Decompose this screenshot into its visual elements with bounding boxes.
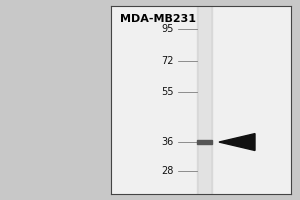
Text: 36: 36	[162, 137, 174, 147]
Text: 72: 72	[161, 56, 174, 66]
Text: 28: 28	[162, 166, 174, 176]
Polygon shape	[219, 134, 255, 151]
Bar	[197, 6, 212, 194]
Bar	[199, 6, 210, 194]
Bar	[197, 140, 212, 144]
Text: 95: 95	[162, 24, 174, 34]
Text: MDA-MB231: MDA-MB231	[120, 14, 196, 24]
Text: 55: 55	[161, 87, 174, 97]
